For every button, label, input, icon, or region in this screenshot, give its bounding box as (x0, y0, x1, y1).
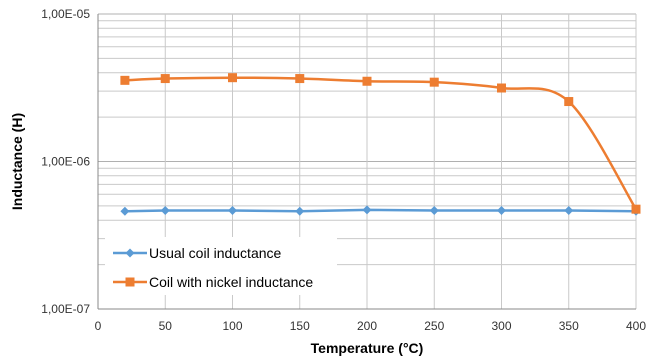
data-point (497, 83, 506, 93)
data-point (564, 97, 574, 107)
data-point (228, 73, 237, 83)
data-point (429, 77, 439, 87)
data-point (160, 74, 170, 84)
x-tick-label: 300 (491, 319, 511, 333)
data-point (362, 205, 372, 215)
data-point (564, 206, 574, 216)
y-tick-label: 1,00E-06 (41, 155, 90, 169)
legend-box (105, 237, 337, 295)
axes: 0 50 100 150 200 250 300 350 400 1,00E-07 1,00E-06… (41, 7, 646, 333)
x-tick-label: 50 (159, 319, 173, 333)
series-layer (120, 73, 641, 216)
data-point (120, 206, 130, 216)
data-point (429, 206, 439, 216)
data-point (497, 206, 506, 216)
legend-label: Coil with nickel inductance (149, 274, 313, 290)
x-tick-label: 250 (424, 319, 444, 333)
legend-marker (125, 248, 135, 258)
y-tick-label: 1,00E-05 (41, 7, 90, 21)
x-tick-label: 350 (559, 319, 579, 333)
series-1 (120, 73, 641, 214)
data-point (160, 206, 170, 216)
data-point (631, 204, 641, 214)
data-point (120, 75, 130, 85)
legend: Usual coil inductance Coil with nickel in… (105, 237, 337, 295)
data-point (295, 74, 305, 84)
x-tick-label: 200 (357, 319, 377, 333)
data-point (228, 206, 237, 216)
series-0 (120, 205, 641, 216)
legend-marker (125, 277, 135, 287)
legend-item: Coil with nickel inductance (113, 274, 313, 290)
legend-label: Usual coil inductance (149, 245, 282, 261)
x-tick-label: 100 (222, 319, 242, 333)
x-tick-label: 0 (95, 319, 102, 333)
x-tick-label: 150 (290, 319, 310, 333)
series-line (124, 76, 638, 210)
series-line (124, 208, 637, 213)
legend-item: Usual coil inductance (113, 245, 282, 261)
x-axis-title: Temperature (°C) (311, 340, 424, 356)
data-point (362, 76, 372, 86)
data-point (295, 206, 305, 216)
x-tick-label: 400 (626, 319, 646, 333)
y-tick-label: 1,00E-07 (41, 302, 90, 316)
y-axis-title: Inductance (H) (9, 113, 25, 210)
